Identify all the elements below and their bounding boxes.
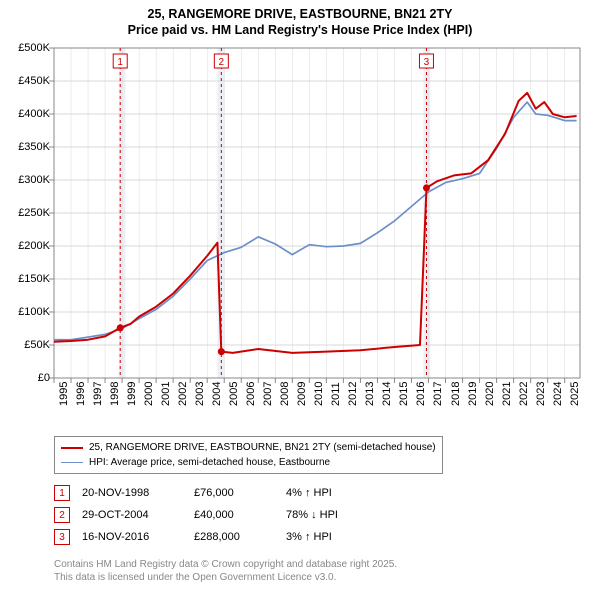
x-axis-tick-label: 2015 — [398, 382, 410, 406]
legend-label: 25, RANGEMORE DRIVE, EASTBOURNE, BN21 2T… — [89, 440, 436, 455]
x-axis-tick-label: 2010 — [313, 382, 325, 406]
sale-row: 3 16-NOV-2016 £288,000 3% ↑ HPI — [54, 528, 386, 546]
svg-text:1: 1 — [117, 57, 123, 68]
title-line2: Price paid vs. HM Land Registry's House … — [0, 22, 600, 38]
x-axis-tick-label: 2000 — [143, 382, 155, 406]
sale-marker-badge: 2 — [54, 507, 70, 523]
svg-text:2: 2 — [219, 57, 225, 68]
y-axis-tick-label: £200K — [6, 240, 50, 252]
x-axis-tick-label: 2024 — [552, 382, 564, 406]
x-axis-tick-label: 2006 — [245, 382, 257, 406]
sale-marker-badge: 3 — [54, 529, 70, 545]
sale-marker-badge: 1 — [54, 485, 70, 501]
chart-title: 25, RANGEMORE DRIVE, EASTBOURNE, BN21 2T… — [0, 0, 600, 39]
attribution-line1: Contains HM Land Registry data © Crown c… — [54, 558, 397, 571]
sale-row: 2 29-OCT-2004 £40,000 78% ↓ HPI — [54, 506, 386, 524]
sale-pct-change: 3% ↑ HPI — [286, 531, 386, 543]
sale-price: £288,000 — [194, 531, 274, 543]
legend-swatch — [61, 447, 83, 449]
sale-row: 1 20-NOV-1998 £76,000 4% ↑ HPI — [54, 484, 386, 502]
y-axis-tick-label: £0 — [6, 372, 50, 384]
chart-legend: 25, RANGEMORE DRIVE, EASTBOURNE, BN21 2T… — [54, 436, 443, 474]
x-axis-tick-label: 2022 — [518, 382, 530, 406]
y-axis-tick-label: £50K — [6, 339, 50, 351]
legend-label: HPI: Average price, semi-detached house,… — [89, 455, 330, 470]
x-axis-tick-label: 2013 — [364, 382, 376, 406]
x-axis-tick-label: 2012 — [347, 382, 359, 406]
y-axis-tick-label: £150K — [6, 273, 50, 285]
y-axis-tick-label: £400K — [6, 108, 50, 120]
x-axis-tick-label: 2001 — [160, 382, 172, 406]
sale-pct-change: 78% ↓ HPI — [286, 509, 386, 521]
x-axis-tick-label: 2011 — [330, 382, 342, 406]
x-axis-tick-label: 2009 — [296, 382, 308, 406]
x-axis-tick-label: 2017 — [432, 382, 444, 406]
y-axis-tick-label: £300K — [6, 174, 50, 186]
x-axis-tick-label: 2007 — [262, 382, 274, 406]
x-axis-tick-label: 2018 — [450, 382, 462, 406]
x-axis-tick-label: 1998 — [109, 382, 121, 406]
sale-events-table: 1 20-NOV-1998 £76,000 4% ↑ HPI 2 29-OCT-… — [54, 484, 386, 550]
sale-date: 29-OCT-2004 — [82, 509, 182, 521]
x-axis-tick-label: 2023 — [535, 382, 547, 406]
x-axis-tick-label: 2025 — [569, 382, 581, 406]
legend-item: HPI: Average price, semi-detached house,… — [61, 455, 436, 470]
x-axis-tick-label: 2020 — [484, 382, 496, 406]
attribution-text: Contains HM Land Registry data © Crown c… — [54, 558, 397, 584]
sale-date: 16-NOV-2016 — [82, 531, 182, 543]
title-line1: 25, RANGEMORE DRIVE, EASTBOURNE, BN21 2T… — [0, 6, 600, 22]
y-axis-tick-label: £100K — [6, 306, 50, 318]
x-axis-tick-label: 2004 — [211, 382, 223, 406]
sale-price: £76,000 — [194, 487, 274, 499]
x-axis-tick-label: 1995 — [58, 382, 70, 406]
x-axis-tick-label: 2008 — [279, 382, 291, 406]
x-axis-tick-label: 2016 — [415, 382, 427, 406]
x-axis-tick-label: 2019 — [467, 382, 479, 406]
attribution-line2: This data is licensed under the Open Gov… — [54, 571, 397, 584]
svg-text:3: 3 — [424, 57, 430, 68]
y-axis-tick-label: £350K — [6, 141, 50, 153]
chart-plot-area: 123 £0£50K£100K£150K£200K£250K£300K£350K… — [54, 48, 580, 378]
legend-swatch — [61, 462, 83, 463]
y-axis-tick-label: £500K — [6, 42, 50, 54]
x-axis-tick-label: 2005 — [228, 382, 240, 406]
x-axis-tick-label: 2021 — [501, 382, 513, 406]
x-axis-tick-label: 1996 — [75, 382, 87, 406]
y-axis-tick-label: £450K — [6, 75, 50, 87]
x-axis-tick-label: 2003 — [194, 382, 206, 406]
x-axis-tick-label: 1997 — [92, 382, 104, 406]
sale-date: 20-NOV-1998 — [82, 487, 182, 499]
sale-price: £40,000 — [194, 509, 274, 521]
x-axis-tick-label: 2002 — [177, 382, 189, 406]
legend-item: 25, RANGEMORE DRIVE, EASTBOURNE, BN21 2T… — [61, 440, 436, 455]
y-axis-tick-label: £250K — [6, 207, 50, 219]
x-axis-tick-label: 1999 — [126, 382, 138, 406]
x-axis-tick-label: 2014 — [381, 382, 393, 406]
sale-pct-change: 4% ↑ HPI — [286, 487, 386, 499]
